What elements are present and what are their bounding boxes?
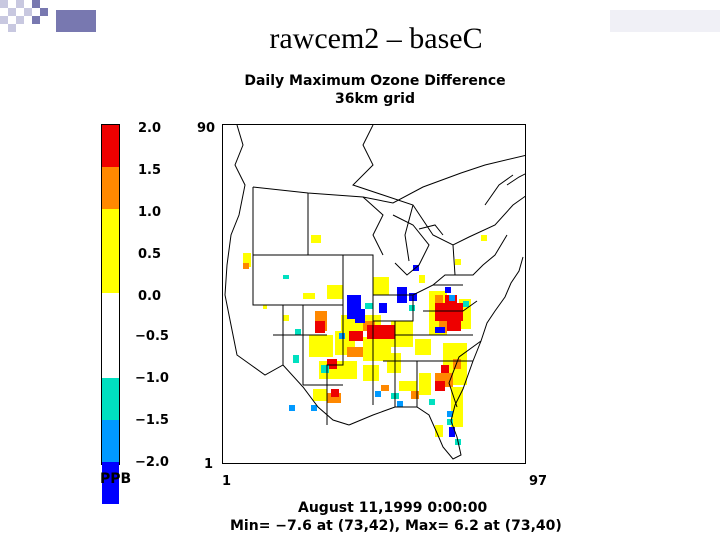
x-axis-min-label: 1 xyxy=(222,474,232,489)
x-axis-max-label: 97 xyxy=(529,474,548,489)
legend-tick-label: −1.5 xyxy=(135,413,169,428)
cells-yellow xyxy=(243,235,487,437)
slide-corner-bar xyxy=(610,10,720,32)
slide-title: rawcem2 – baseC xyxy=(269,22,483,55)
legend-tick-label: 1.0 xyxy=(138,205,162,220)
color-legend-bar xyxy=(101,124,120,504)
ozone-difference-map xyxy=(222,124,526,464)
legend-swatch-blue xyxy=(102,462,119,504)
legend-swatch-red xyxy=(102,125,119,167)
plot-title: Daily Maximum Ozone Difference xyxy=(244,73,506,89)
legend-tick-label: −2.0 xyxy=(135,455,169,470)
slide-corner-decoration xyxy=(0,0,96,32)
y-axis-min-label: 1 xyxy=(204,457,214,472)
legend-tick-label: −0.5 xyxy=(135,329,169,344)
cells-lightblue xyxy=(289,295,455,417)
map-boundaries xyxy=(224,125,525,460)
legend-tick-label: 0.0 xyxy=(138,289,162,304)
legend-unit-label: PPB xyxy=(100,471,132,487)
legend-swatch-lightblue xyxy=(102,420,119,462)
legend-tick-label: −1.0 xyxy=(135,371,169,386)
legend-tick-label: 0.5 xyxy=(138,247,162,262)
legend-swatch-yellow xyxy=(102,209,119,293)
legend-tick-label: 1.5 xyxy=(138,163,162,178)
min-max-caption: Min= −7.6 at (73,42), Max= 6.2 at (73,40… xyxy=(230,518,562,534)
plot-subtitle: 36km grid xyxy=(334,91,415,107)
legend-swatch-teal xyxy=(102,378,119,420)
map-canvas xyxy=(224,125,525,460)
date-caption: August 11,1999 0:00:00 xyxy=(298,500,488,516)
legend-swatch-white xyxy=(102,293,119,378)
legend-swatch-orange xyxy=(102,167,119,209)
y-axis-max-label: 90 xyxy=(197,121,216,136)
legend-tick-label: 2.0 xyxy=(138,121,162,136)
